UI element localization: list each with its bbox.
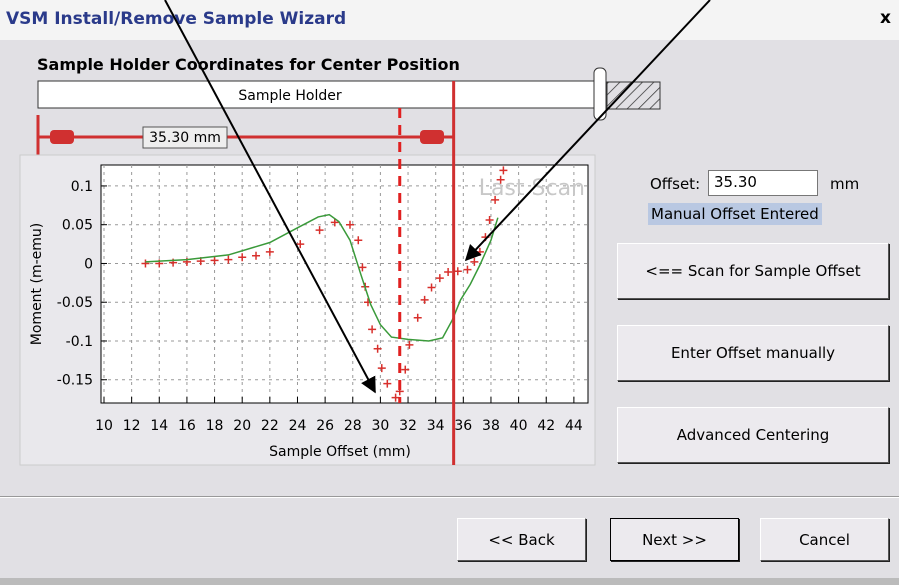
data-point — [427, 283, 436, 292]
data-point — [405, 340, 414, 349]
data-point — [315, 226, 324, 235]
separator — [0, 496, 899, 498]
y-tick-label: -0.15 — [57, 373, 93, 389]
dimension-box — [142, 126, 228, 149]
sample-holder-bar — [37, 80, 601, 109]
x-tick-label: 18 — [206, 418, 224, 434]
data-point — [491, 195, 500, 204]
x-tick-label: 20 — [233, 418, 251, 434]
data-point — [224, 255, 233, 264]
y-axis-label: Moment (m-emu) — [29, 223, 45, 345]
data-point — [368, 325, 377, 334]
scan-button[interactable]: <== Scan for Sample Offset — [617, 243, 889, 299]
dimension-label: 35.30 mm — [149, 130, 221, 146]
y-tick-label: 0.05 — [62, 218, 93, 234]
x-tick-label: 12 — [123, 418, 141, 434]
data-point — [420, 295, 429, 304]
annotation-arrow — [464, 0, 711, 262]
data-point — [252, 251, 261, 260]
data-point — [463, 265, 472, 274]
x-tick-label: 10 — [95, 418, 113, 434]
x-axis-label: Sample Offset (mm) — [269, 444, 411, 460]
group-title: Sample Holder Coordinates for Center Pos… — [37, 55, 460, 74]
data-point — [383, 379, 392, 388]
holder-knob — [593, 67, 607, 121]
y-tick-label: -0.1 — [66, 334, 93, 350]
x-tick-label: 14 — [150, 418, 168, 434]
y-tick-label: 0 — [84, 256, 93, 272]
data-point — [444, 267, 453, 276]
x-tick-label: 30 — [371, 418, 389, 434]
offset-input[interactable]: 35.30 — [708, 170, 818, 196]
back-button[interactable]: << Back — [457, 518, 586, 561]
manual-button[interactable]: Enter Offset manually — [617, 325, 889, 381]
x-tick-label: 40 — [510, 418, 528, 434]
fit-line — [145, 213, 499, 342]
annotation-arrow — [164, 0, 376, 394]
offset-label: Offset: — [650, 175, 701, 193]
offset-unit: mm — [830, 175, 860, 193]
plot-area — [100, 164, 589, 404]
data-point — [345, 220, 354, 229]
x-tick-label: 22 — [261, 418, 279, 434]
x-tick-label: 24 — [289, 418, 307, 434]
data-point — [377, 364, 386, 373]
data-point — [354, 236, 363, 245]
x-tick-label: 38 — [482, 418, 500, 434]
x-tick-label: 32 — [399, 418, 417, 434]
next-button[interactable]: Next >> — [610, 518, 739, 561]
data-point — [373, 344, 382, 353]
data-point — [210, 256, 219, 265]
holder-rod — [606, 81, 661, 110]
x-tick-label: 16 — [178, 418, 196, 434]
advanced-button[interactable]: Advanced Centering — [617, 407, 889, 463]
data-point — [401, 365, 410, 374]
data-point — [435, 274, 444, 283]
holder-label: Sample Holder — [238, 88, 341, 104]
close-button[interactable]: x — [880, 8, 891, 28]
y-tick-label: -0.05 — [57, 295, 93, 311]
data-point — [238, 253, 247, 262]
x-tick-label: 36 — [454, 418, 472, 434]
data-point — [499, 166, 508, 175]
data-point — [358, 263, 367, 272]
data-point — [296, 240, 305, 249]
status-text: Manual Offset Entered — [648, 203, 822, 225]
dimension-cap — [420, 130, 444, 144]
x-tick-label: 44 — [565, 418, 583, 434]
dimension-cap — [50, 130, 74, 144]
data-point — [265, 247, 274, 256]
y-tick-label: 0.1 — [71, 179, 93, 195]
data-point — [330, 218, 339, 227]
x-tick-label: 42 — [537, 418, 555, 434]
x-tick-label: 26 — [316, 418, 334, 434]
x-tick-label: 34 — [427, 418, 445, 434]
data-point — [485, 216, 494, 225]
cancel-button[interactable]: Cancel — [760, 518, 889, 561]
bottom-edge — [0, 578, 899, 585]
data-point — [141, 259, 150, 268]
x-tick-label: 28 — [344, 418, 362, 434]
data-point — [413, 313, 422, 322]
data-point — [496, 175, 505, 184]
